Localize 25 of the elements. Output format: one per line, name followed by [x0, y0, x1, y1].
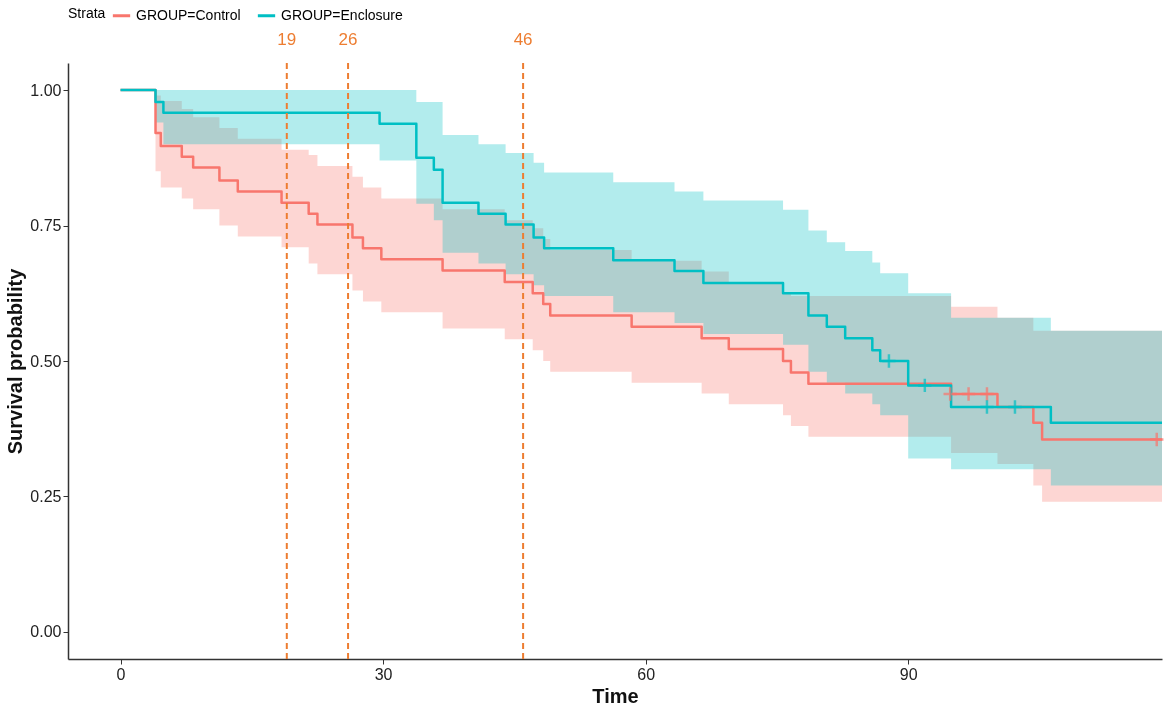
point [979, 386, 995, 403]
y-tick-label: 0.75 [30, 217, 62, 235]
x-tick-label: 90 [899, 665, 918, 683]
point [942, 386, 959, 403]
y-tick-label: 0.25 [30, 487, 62, 505]
point [1007, 399, 1023, 416]
ref-line-label: 46 [513, 30, 533, 49]
y-tick-label: 0.50 [30, 352, 62, 370]
point [1148, 431, 1165, 448]
y-tick-label: 0.00 [30, 623, 62, 641]
ref-line-label: 26 [338, 30, 358, 49]
point [979, 399, 995, 416]
legend-label: GROUP=Enclosure [281, 6, 403, 23]
legend-label: GROUP=Control [136, 6, 241, 23]
point [960, 386, 977, 403]
x-tick-label: 30 [374, 665, 393, 683]
x-tick-label: 60 [637, 665, 656, 683]
y-tick-label: 1.00 [30, 81, 62, 99]
point [880, 353, 897, 369]
y-axis-title: Survival probability [4, 267, 27, 455]
ref-line-label: 19 [277, 30, 297, 49]
legend-title: Strata [68, 5, 106, 21]
x-axis-title: Time [592, 684, 639, 707]
point [916, 377, 933, 394]
x-tick-label: 0 [116, 665, 126, 683]
